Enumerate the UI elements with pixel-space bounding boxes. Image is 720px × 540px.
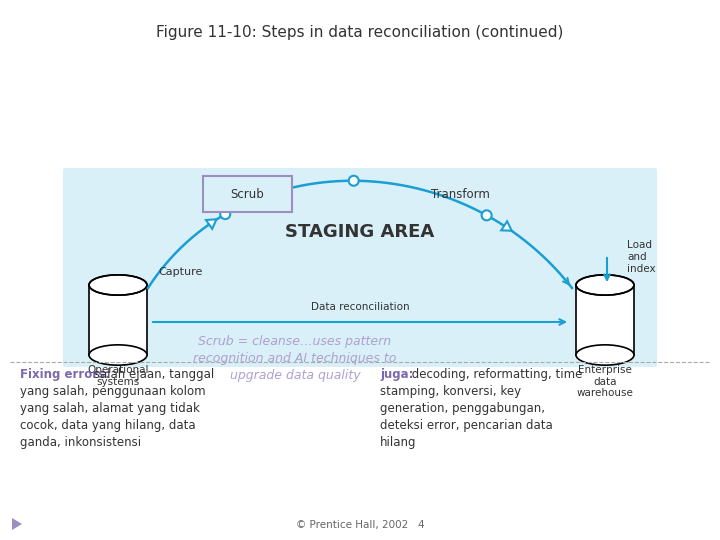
FancyBboxPatch shape <box>89 285 147 355</box>
Polygon shape <box>501 221 512 231</box>
Text: © Prentice Hall, 2002   4: © Prentice Hall, 2002 4 <box>296 520 424 530</box>
Ellipse shape <box>89 345 147 365</box>
Text: Scrub: Scrub <box>230 187 264 200</box>
Text: Capture: Capture <box>158 267 202 277</box>
Ellipse shape <box>89 275 147 295</box>
Ellipse shape <box>576 345 634 365</box>
Text: Transform: Transform <box>431 187 490 200</box>
Text: juga:: juga: <box>380 368 413 381</box>
Ellipse shape <box>89 275 147 295</box>
Circle shape <box>348 176 359 186</box>
Polygon shape <box>12 518 22 530</box>
Text: ganda, inkonsistensi: ganda, inkonsistensi <box>20 436 141 449</box>
Text: Data reconciliation: Data reconciliation <box>311 302 409 312</box>
Ellipse shape <box>576 275 634 295</box>
Text: yang salah, alamat yang tidak: yang salah, alamat yang tidak <box>20 402 200 415</box>
Text: yang salah, penggunaan kolom: yang salah, penggunaan kolom <box>20 385 206 398</box>
Text: Operational
systems: Operational systems <box>87 365 149 387</box>
Text: Scrub = cleanse…uses pattern
recognition and AI techniques to
upgrade data quali: Scrub = cleanse…uses pattern recognition… <box>193 335 397 382</box>
FancyBboxPatch shape <box>63 168 657 367</box>
Text: Fixing errors:: Fixing errors: <box>20 368 110 381</box>
Text: cocok, data yang hilang, data: cocok, data yang hilang, data <box>20 419 196 432</box>
Circle shape <box>220 209 230 219</box>
Text: deteksi error, pencarian data: deteksi error, pencarian data <box>380 419 553 432</box>
Text: generation, penggabungan,: generation, penggabungan, <box>380 402 545 415</box>
Ellipse shape <box>576 275 634 295</box>
Text: Enterprise
data
warehouse: Enterprise data warehouse <box>577 365 634 398</box>
Text: Figure 11-10: Steps in data reconciliation (continued): Figure 11-10: Steps in data reconciliati… <box>156 25 564 40</box>
FancyBboxPatch shape <box>576 285 634 355</box>
Text: salah ejaan, tanggal: salah ejaan, tanggal <box>90 368 215 381</box>
Text: stamping, konversi, key: stamping, konversi, key <box>380 385 521 398</box>
Text: Load
and
index: Load and index <box>627 240 656 274</box>
Circle shape <box>482 211 492 220</box>
Polygon shape <box>206 219 217 229</box>
Text: decoding, reformatting, time: decoding, reformatting, time <box>408 368 582 381</box>
Text: STAGING AREA: STAGING AREA <box>285 223 435 241</box>
FancyBboxPatch shape <box>203 176 292 212</box>
Text: hilang: hilang <box>380 436 416 449</box>
